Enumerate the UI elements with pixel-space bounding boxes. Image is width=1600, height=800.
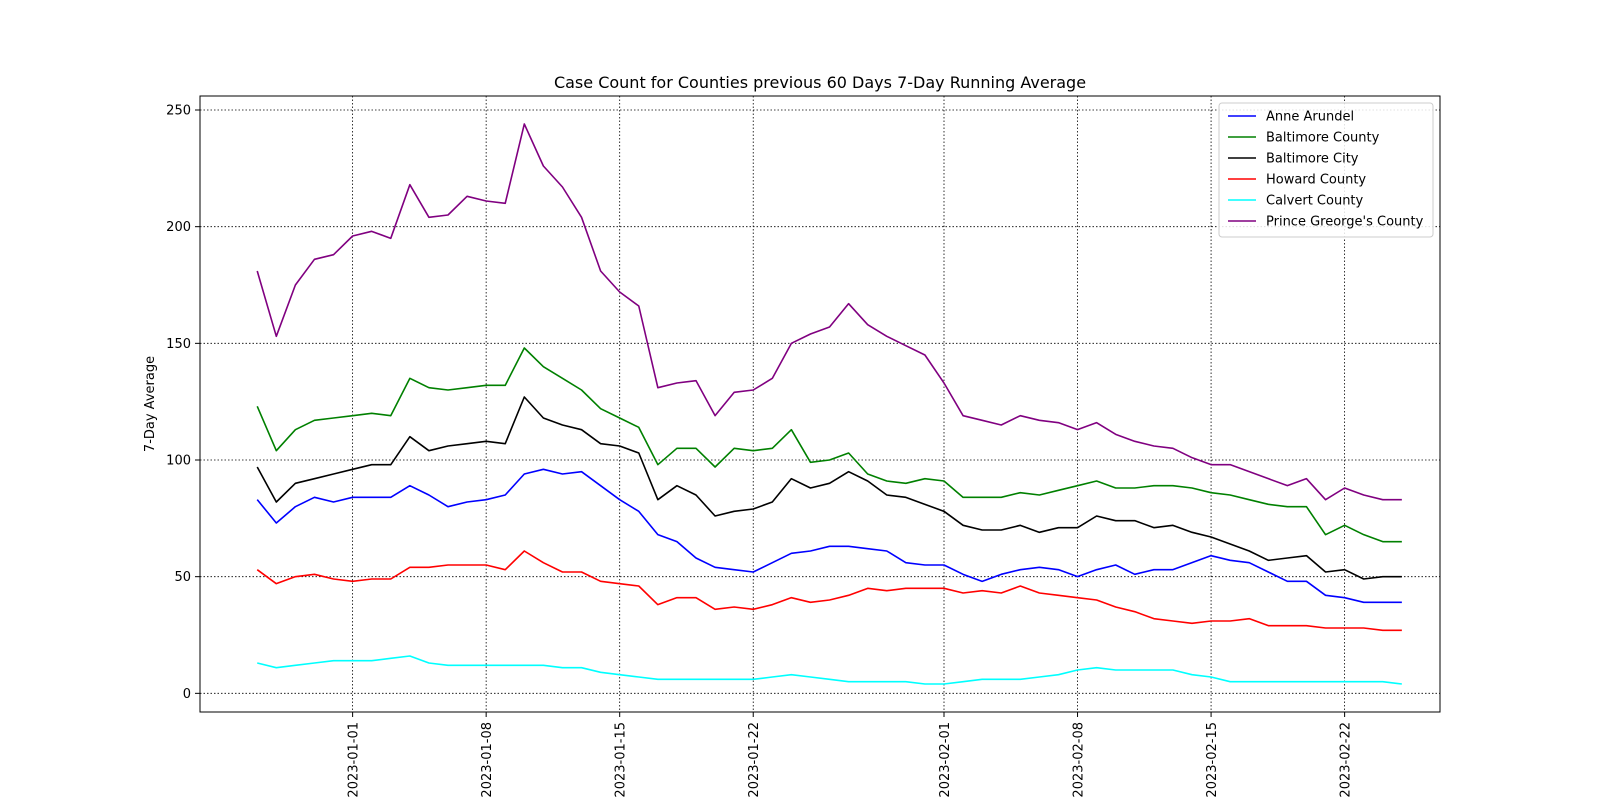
y-tick-label: 0 — [183, 687, 191, 702]
x-tick-label: 2023-01-15 — [614, 722, 629, 798]
x-tick-label: 2023-01-01 — [347, 722, 362, 798]
x-tick-label: 2023-01-22 — [747, 722, 762, 798]
series-line-3 — [256, 550, 1402, 632]
y-axis: 0 50 100 150 200 250 — [166, 104, 200, 702]
series-group — [256, 123, 1402, 685]
y-tick-label: 50 — [174, 570, 191, 585]
series-line-0 — [256, 468, 1402, 604]
x-tick-label: 2023-02-15 — [1205, 722, 1220, 798]
x-axis: 2023-01-01 2023-01-08 2023-01-15 2023-01-22… — [347, 712, 1354, 798]
legend-label: Howard County — [1266, 173, 1366, 188]
legend-label: Calvert County — [1266, 194, 1364, 209]
legend-box — [1218, 102, 1434, 238]
series-line-2 — [256, 396, 1402, 580]
legend: Anne Arundel Baltimore County Baltimore Ci… — [1218, 102, 1434, 238]
x-tick-label: 2023-02-01 — [938, 722, 953, 798]
chart-title: Case Count for Counties previous 60 Days… — [554, 73, 1086, 92]
legend-label: Prince Greorge's County — [1266, 215, 1424, 230]
legend-label: Baltimore County — [1266, 131, 1380, 146]
series-line-5 — [256, 123, 1402, 501]
y-tick-label: 150 — [166, 337, 191, 352]
plot-frame — [199, 95, 1441, 713]
x-tick-label: 2023-02-08 — [1072, 722, 1087, 798]
legend-label: Baltimore City — [1266, 152, 1359, 167]
y-tick-label: 250 — [166, 104, 191, 119]
y-axis-label: 7-Day Average — [143, 356, 158, 452]
y-tick-label: 100 — [166, 454, 191, 469]
x-tick-label: 2023-02-22 — [1339, 722, 1354, 798]
y-tick-label: 200 — [166, 220, 191, 235]
legend-label: Anne Arundel — [1266, 110, 1354, 125]
series-line-4 — [257, 655, 1402, 685]
x-tick-label: 2023-01-08 — [480, 722, 495, 798]
series-line-1 — [256, 347, 1402, 543]
